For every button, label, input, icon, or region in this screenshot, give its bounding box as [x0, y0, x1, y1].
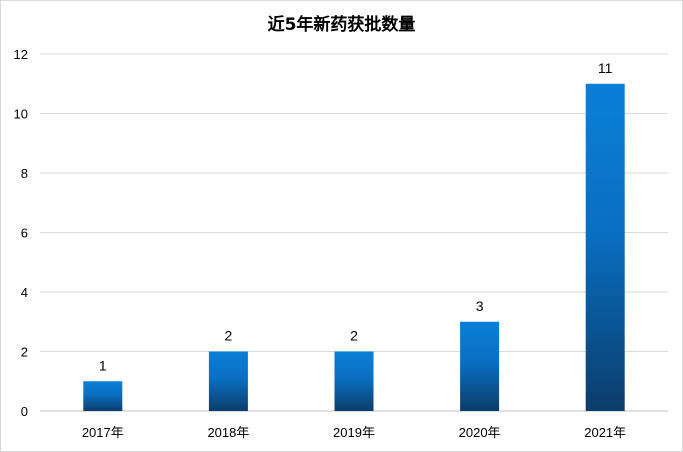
data-label: 2 [225, 328, 233, 344]
data-label: 2 [350, 328, 358, 344]
bar [208, 351, 248, 411]
data-label: 3 [476, 298, 484, 314]
y-tick-label: 6 [21, 226, 28, 241]
y-tick-label: 0 [21, 404, 28, 419]
x-tick-label: 2019年 [333, 425, 375, 440]
gridlines [40, 53, 668, 412]
y-tick-label: 10 [14, 107, 28, 122]
x-tick-label: 2017年 [82, 425, 124, 440]
y-tick-label: 12 [14, 47, 28, 62]
y-axis-ticks: 0 2 4 6 8 10 12 [14, 47, 28, 419]
x-tick-label: 2018年 [207, 425, 249, 440]
bar [83, 381, 123, 411]
y-tick-label: 2 [21, 345, 28, 360]
x-tick-label: 2021年 [584, 425, 626, 440]
y-tick-label: 8 [21, 166, 28, 181]
bars [83, 83, 625, 411]
chart-title: 近5年新药获批数量 [267, 15, 416, 35]
bar [334, 351, 374, 411]
data-label: 11 [598, 60, 613, 76]
x-axis-ticks: 2017年 2018年 2019年 2020年 2021年 [82, 425, 626, 440]
y-tick-label: 4 [21, 285, 28, 300]
data-label: 1 [99, 357, 107, 373]
bar [585, 83, 625, 411]
bar [460, 321, 500, 411]
data-labels: 1 2 2 3 11 [99, 60, 613, 374]
x-tick-label: 2020年 [459, 425, 501, 440]
